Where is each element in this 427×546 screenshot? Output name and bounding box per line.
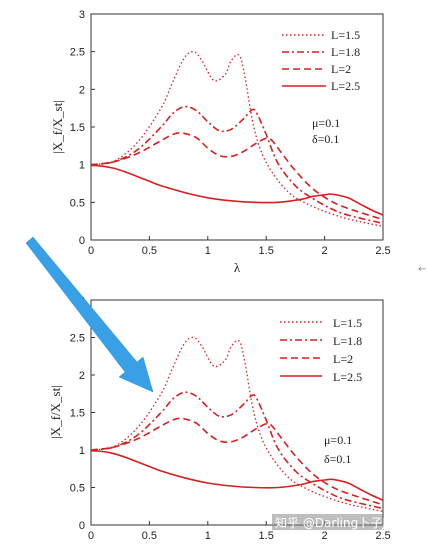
top-legend-label-l2: L=2 [331,62,351,76]
side-arrow-icon: ← [418,264,426,275]
bottom-y-tick-label-0: 0 [79,520,85,532]
top-y-tick-label-0: 0 [79,235,85,247]
bottom-x-tick-label-5: 2.5 [375,530,390,542]
top-x-tick-label-1: 0.5 [142,245,157,257]
bottom-y-tick-label-5: 2.5 [70,333,85,345]
top-y-tick-label-2: 1 [79,160,85,172]
top-y-tick-label-5: 2.5 [70,47,85,59]
bottom-y-tick-label-1: 0.5 [70,483,85,495]
top-series-group [90,50,384,228]
top-y-tick-label-3: 1.5 [70,122,85,134]
top-y-tick-label-1: 0.5 [70,197,85,209]
blue-arrow-icon [25,236,154,393]
top-legend-label-l25: L=2.5 [331,79,360,93]
top-x-tick-label-5: 2.5 [375,245,390,257]
top-y-axis-label: |X_f/X_st| [50,100,65,154]
bottom-series-l18-line [90,391,384,510]
top-annotation-delta: δ=0.1 [312,132,339,146]
bottom-chart: 00.511.522.5 00.511.522.53 |X_f/X_st| L=… [48,295,404,542]
bottom-y-tick-label-3: 1.5 [70,408,85,420]
watermark-text: 知乎 @Darling卜子JUN [275,516,404,530]
top-x-tick-labels: 0 0.5 1 1.5 2 2.5 [88,245,391,257]
top-chart: 0 0.5 1 1.5 2 2.5 00.511.522.53 λ |X_f/X_st| … [50,9,391,275]
top-series-l2-line [90,132,384,221]
bottom-series-l15-line [90,336,384,513]
top-x-tick-label-0: 0 [88,245,94,257]
top-x-tick-label-4: 2 [322,245,328,257]
watermark-backdrop [272,514,384,530]
top-annotation-mu: μ=0.1 [312,116,340,130]
top-y-tick-label-4: 2 [79,84,85,96]
top-legend-label-l15: L=1.5 [331,28,360,42]
top-series-l15-line [90,50,384,228]
bottom-legend-label-l2: L=2 [333,352,353,366]
bottom-x-tick-label-4: 2 [322,530,328,542]
top-x-tick-label-3: 1.5 [259,245,274,257]
bottom-x-tick-label-3: 1.5 [259,530,274,542]
bottom-y-tick-labels: 00.511.522.53 [70,295,85,532]
bottom-y-tick-label-4: 2 [79,370,85,382]
top-legend-label-l18: L=1.8 [331,45,360,59]
top-x-axis-label: λ [234,260,241,275]
bottom-annotation-delta: δ=0.1 [324,452,351,466]
bottom-x-tick-labels: 0 0.5 1 1.5 2 2.5 [88,530,391,542]
top-x-tick-label-2: 1 [205,245,211,257]
bottom-series-group [90,336,384,513]
bottom-legend-label-l25: L=2.5 [333,370,362,384]
bottom-legend-label-l15: L=1.5 [333,316,362,330]
bottom-series-l25-line [90,450,384,502]
bottom-x-tick-label-0: 0 [88,530,94,542]
top-y-tick-label-6: 3 [79,9,85,21]
bottom-legend-label-l18: L=1.8 [333,334,362,348]
bottom-y-tick-label-2: 1 [79,445,85,457]
bottom-y-axis-label: |X_f/X_st| [48,385,63,439]
bottom-x-tick-label-1: 0.5 [142,530,157,542]
bottom-series-l2-line [90,417,384,506]
top-y-tick-labels: 0 0.5 1 1.5 2 2.5 3 [70,9,85,247]
bottom-x-tick-label-2: 1 [205,530,211,542]
bottom-annotation-mu: μ=0.1 [324,433,352,447]
top-legend: L=1.5 L=1.8 L=2 L=2.5 [282,28,360,93]
top-series-l25-line [90,164,384,216]
blue-arrow-shape [25,236,154,393]
bottom-legend: L=1.5 L=1.8 L=2 L=2.5 [280,316,362,384]
